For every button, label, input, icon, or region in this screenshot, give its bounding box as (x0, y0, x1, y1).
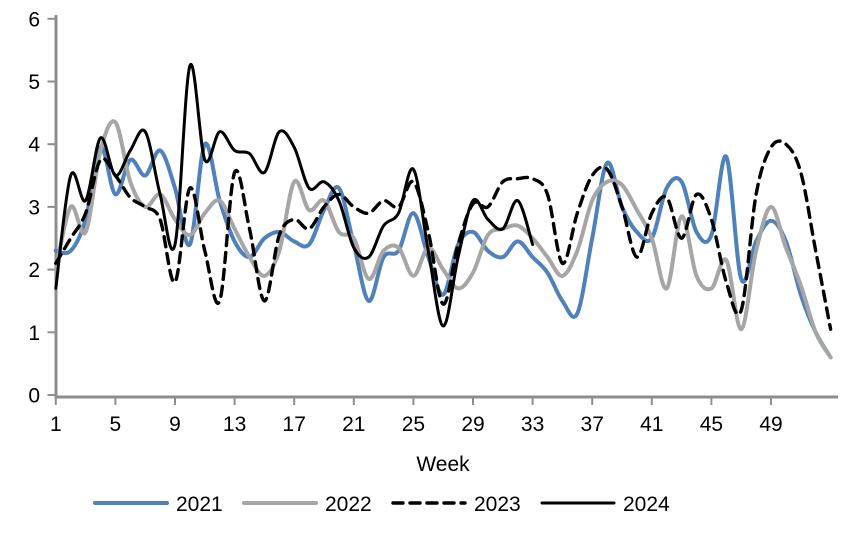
y-tick-label: 5 (28, 71, 40, 94)
legend-item-2021: 2021 (93, 493, 223, 516)
series-line-2024 (54, 62, 535, 328)
series-line-2021 (53, 141, 833, 360)
x-tick-label: 5 (110, 413, 122, 436)
y-tick-label: 6 (28, 8, 40, 31)
x-tick-label: 25 (402, 413, 425, 436)
legend: 2021 2022 2023 2024 (93, 493, 670, 516)
x-tick-label: 33 (521, 413, 544, 436)
legend-item-2023: 2023 (391, 493, 521, 516)
y-tick-label: 4 (28, 134, 40, 157)
x-axis-title: Week (416, 453, 470, 476)
x-tick-label: 17 (283, 413, 306, 436)
legend-label: 2024 (623, 493, 670, 516)
series-lines (53, 62, 833, 360)
y-tick-label: 1 (28, 322, 40, 345)
x-tick-label: 49 (759, 413, 782, 436)
x-tick-label: 9 (169, 413, 181, 436)
legend-label: 2023 (474, 493, 521, 516)
series-line-2022 (53, 119, 833, 360)
y-tick-label: 3 (28, 196, 40, 219)
x-tick-label: 1 (50, 413, 62, 436)
x-tick-label: 21 (342, 413, 365, 436)
legend-label: 2022 (325, 493, 372, 516)
x-tick-label: 13 (223, 413, 246, 436)
x-tick-label: 41 (640, 413, 663, 436)
legend-label: 2021 (176, 493, 223, 516)
legend-item-2024: 2024 (540, 493, 670, 516)
legend-item-2022: 2022 (242, 493, 372, 516)
x-tick-label: 37 (581, 413, 604, 436)
y-tick-label: 2 (28, 259, 40, 282)
y-tick-label: 0 (28, 385, 40, 408)
series-line-2023 (54, 139, 833, 331)
x-tick-label: 29 (461, 413, 484, 436)
x-tick-label: 45 (700, 413, 723, 436)
